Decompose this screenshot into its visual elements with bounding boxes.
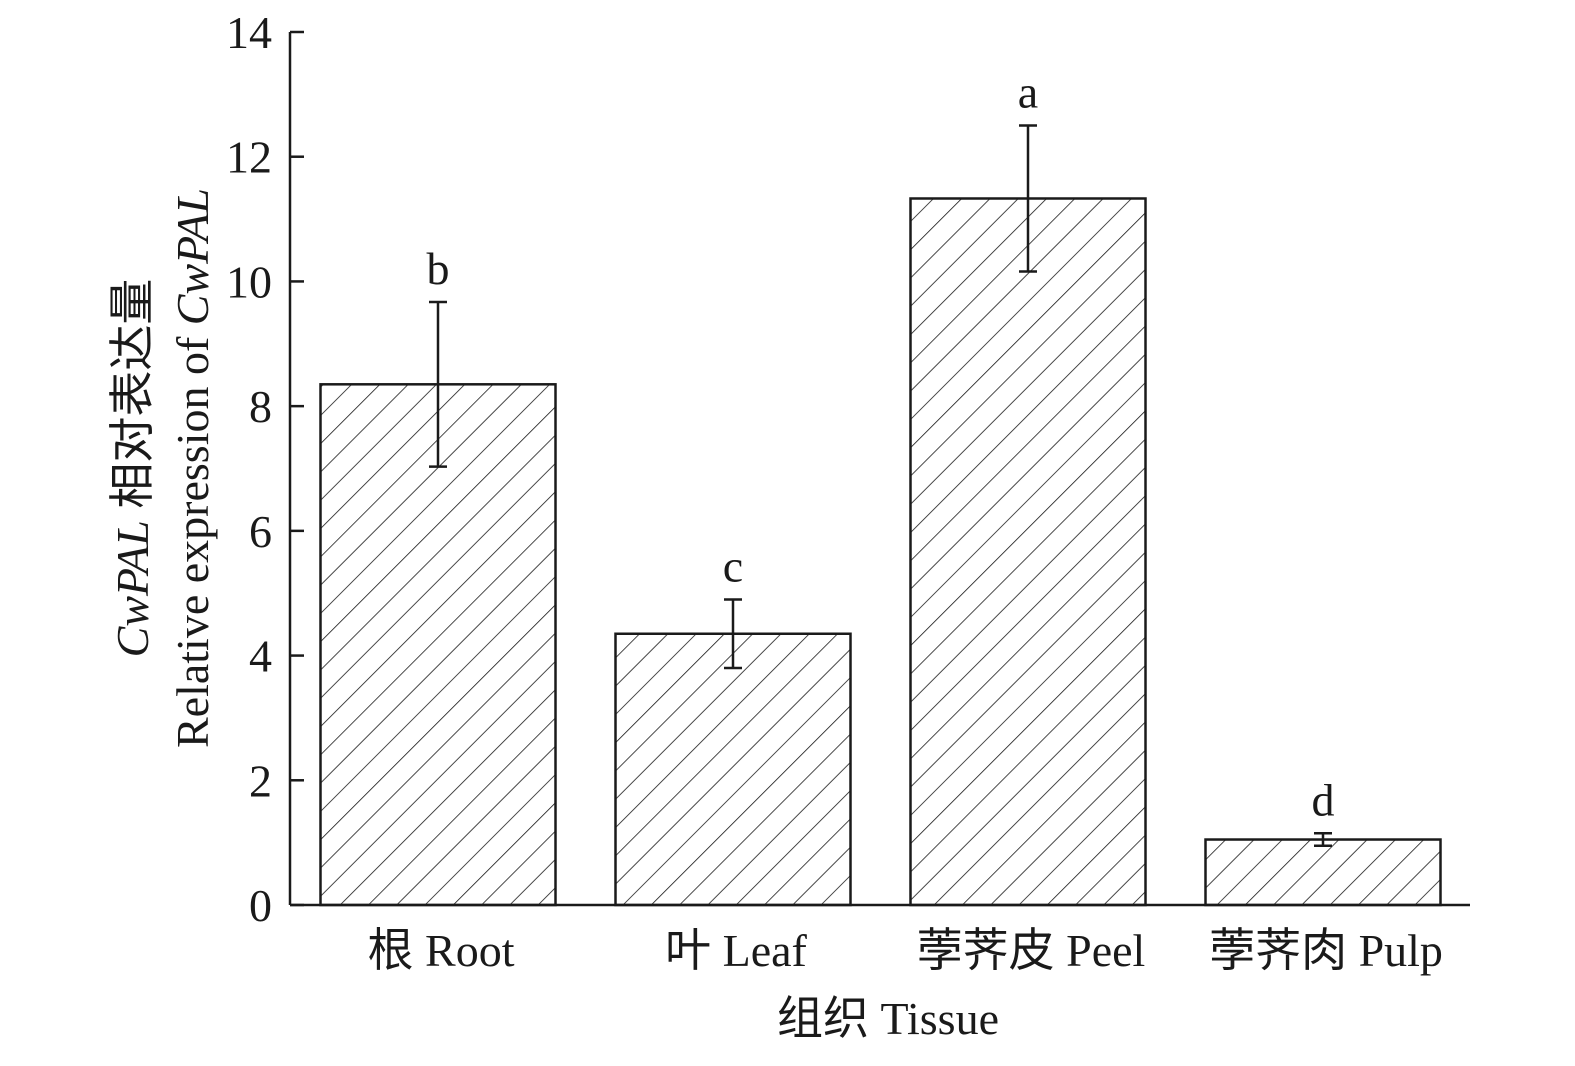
bar	[319, 383, 557, 907]
significance-label: d	[1312, 774, 1335, 825]
error-bars-layer	[429, 124, 1332, 848]
y-ticks-layer: 0 2 4 6 8 10 12 14	[226, 7, 304, 931]
y-axis-title-gene-italic: CwPAL	[107, 520, 158, 657]
y-axis-title-line1: CwPAL 相对表达量	[107, 279, 158, 658]
y-tick-label: 14	[226, 7, 272, 58]
significance-label: c	[723, 540, 743, 591]
category-label: 根 Root	[368, 925, 515, 976]
axes-layer	[288, 32, 1470, 907]
bar	[614, 632, 852, 907]
bars-layer	[319, 197, 1442, 907]
y-axis-title-gene-italic-2: CwPAL	[167, 188, 218, 325]
y-tick-label: 12	[226, 132, 272, 183]
y-axis-title-english: Relative expression of	[167, 325, 218, 748]
significance-label: b	[427, 243, 450, 294]
y-tick-label: 0	[249, 880, 272, 931]
bar	[909, 197, 1147, 907]
y-tick-label: 2	[249, 755, 272, 806]
y-axis-title-line2: Relative expression of CwPAL	[167, 188, 218, 748]
category-label: 荸荠皮 Peel	[917, 925, 1146, 976]
y-tick-label: 6	[249, 506, 272, 557]
category-label: 叶 Leaf	[665, 925, 807, 976]
category-label: 荸荠肉 Pulp	[1209, 925, 1443, 976]
labels-layer: b 根 Root c 叶 Leaf a 荸荠皮 Peel d 荸荠肉 Pulp	[368, 67, 1443, 976]
significance-label: a	[1018, 67, 1038, 118]
bar	[1204, 838, 1442, 907]
x-axis-title: 组织 Tissue	[777, 993, 999, 1044]
y-tick-label: 10	[226, 256, 272, 307]
y-tick-label: 8	[249, 381, 272, 432]
y-axis-title: CwPAL 相对表达量 Relative expression of CwPAL	[107, 188, 218, 748]
y-axis-title-chinese: 相对表达量	[107, 279, 158, 521]
y-tick-label: 4	[249, 631, 272, 682]
